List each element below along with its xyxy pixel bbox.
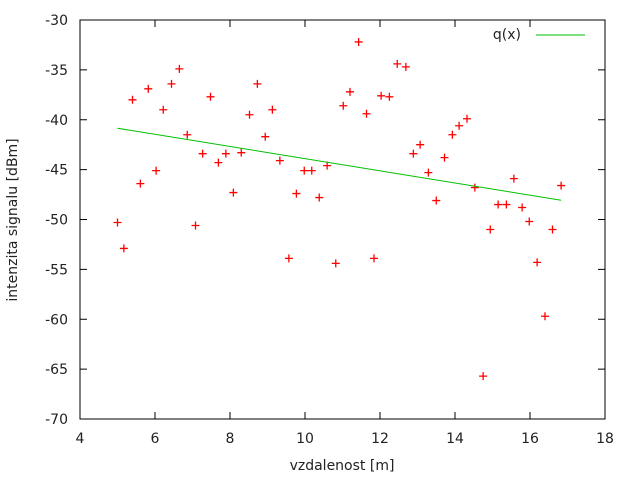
data-point: [300, 166, 309, 175]
x-tick-label: 10: [296, 431, 314, 447]
data-point: [307, 166, 316, 175]
data-point: [245, 110, 254, 119]
data-point: [237, 148, 246, 157]
data-point: [424, 168, 433, 177]
data-point: [525, 217, 534, 226]
legend: q(x): [493, 27, 585, 43]
data-point: [557, 181, 566, 190]
data-point: [409, 149, 418, 158]
data-point: [144, 84, 153, 93]
data-point: [136, 179, 145, 188]
data-point: [331, 259, 340, 268]
data-point: [401, 62, 410, 71]
data-point: [346, 87, 354, 96]
data-point: [548, 225, 557, 234]
data-point: [354, 37, 363, 46]
fit-line-qx: [117, 127, 562, 201]
data-point: [292, 189, 301, 198]
fit-lines: [117, 127, 562, 201]
y-tick-label: -40: [45, 113, 68, 129]
y-tick-label: -60: [45, 312, 68, 328]
data-point: [463, 114, 471, 123]
y-tick-label: -30: [45, 13, 68, 29]
legend-label-qx: q(x): [493, 27, 521, 43]
y-tick-label: -50: [45, 213, 68, 229]
x-tick-label: 12: [371, 431, 389, 447]
data-point: [440, 153, 449, 162]
data-point: [198, 149, 207, 158]
data-point: [370, 254, 378, 263]
x-axis-label: vzdalenost [m]: [290, 458, 395, 474]
x-tick-label: 4: [76, 431, 85, 447]
data-point: [455, 121, 464, 130]
x-tick-labels: 4 6 8 10 12 14 16 18: [76, 431, 614, 447]
x-tick-label: 16: [521, 431, 539, 447]
data-point: [362, 109, 371, 118]
y-tick-label: -35: [45, 63, 68, 79]
data-point: [393, 59, 402, 68]
data-point: [183, 130, 192, 139]
x-tick-label: 18: [596, 431, 614, 447]
tick-marks: [79, 19, 606, 420]
data-point: [253, 79, 262, 88]
x-tick-label: 6: [151, 431, 160, 447]
data-point: [448, 130, 457, 139]
data-point: [284, 254, 293, 263]
x-tick-label: 8: [226, 431, 235, 447]
data-point: [432, 196, 441, 205]
data-point: [128, 95, 137, 104]
data-point: [470, 183, 479, 192]
y-tick-label: -55: [45, 262, 68, 278]
data-point: [509, 174, 518, 183]
data-point: [486, 225, 495, 234]
data-point: [214, 158, 223, 167]
y-axis-label: intenzita signalu [dBm]: [5, 138, 21, 301]
data-points: [113, 37, 566, 381]
data-point: [268, 105, 277, 114]
data-point: [152, 166, 161, 175]
x-tick-label: 14: [446, 431, 464, 447]
data-point: [323, 161, 332, 170]
data-point: [479, 372, 488, 381]
y-tick-label: -45: [45, 163, 68, 179]
data-point: [533, 258, 542, 267]
data-point: [159, 105, 168, 114]
plot-border: [79, 19, 606, 420]
data-point: [416, 140, 425, 149]
data-point: [494, 200, 503, 209]
data-point: [206, 92, 215, 101]
y-tick-label: -70: [45, 412, 68, 428]
data-point: [229, 188, 238, 197]
data-point: [175, 64, 184, 73]
data-point: [502, 200, 511, 209]
data-point: [518, 203, 527, 212]
data-point: [377, 91, 386, 100]
data-point: [541, 312, 549, 321]
data-point: [275, 156, 284, 165]
y-tick-labels: -70 -65 -60 -55 -50 -45 -40 -35 -30: [45, 13, 68, 428]
data-point: [339, 101, 348, 110]
data-point: [221, 149, 230, 158]
data-point: [113, 218, 122, 227]
data-point: [315, 193, 324, 202]
data-point: [191, 221, 200, 230]
data-point: [261, 132, 270, 141]
data-point: [119, 244, 128, 253]
data-point: [385, 92, 394, 101]
y-tick-label: -65: [45, 362, 68, 378]
data-point: [167, 79, 176, 88]
